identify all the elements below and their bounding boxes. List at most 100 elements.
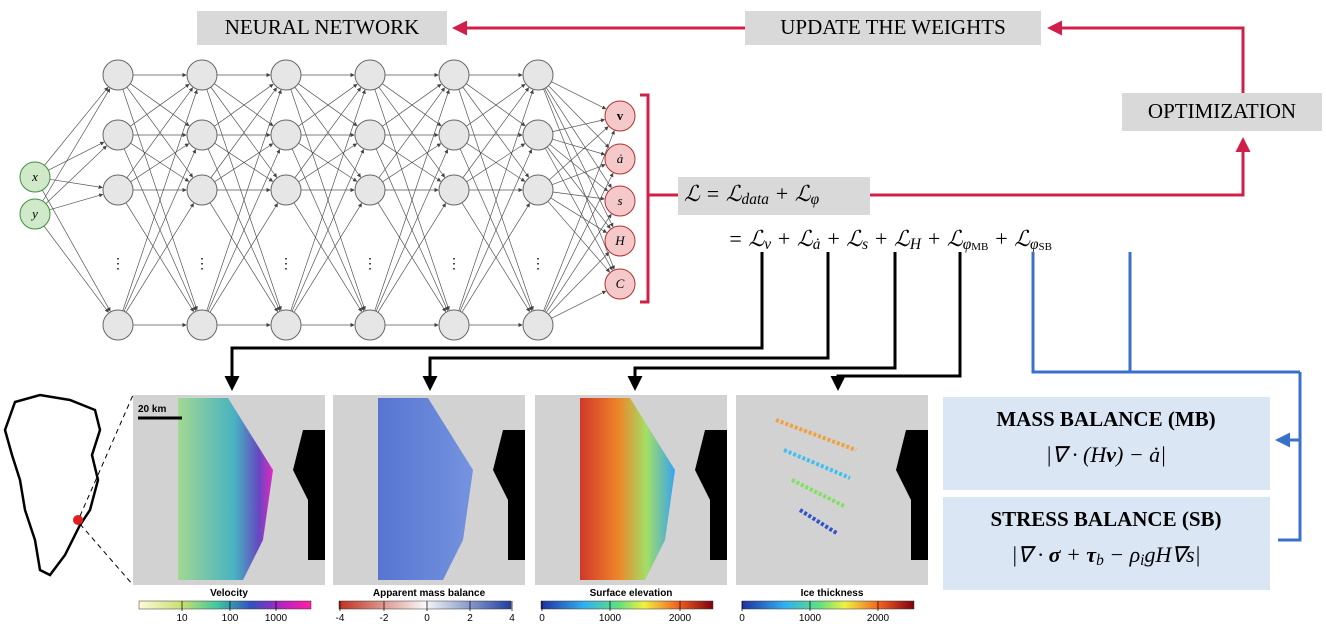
eq-part: + ℒ [921, 226, 964, 251]
arrow [648, 140, 1243, 197]
edge [550, 197, 608, 233]
eq-part: |∇ · (H [1046, 442, 1108, 467]
edge [130, 83, 190, 127]
edge [207, 148, 281, 312]
edge [461, 202, 530, 313]
hidden-node [438, 309, 470, 341]
edge [291, 148, 365, 312]
eq-part: ) − ȧ| [1114, 442, 1166, 467]
edge [548, 85, 610, 149]
edge [209, 202, 278, 313]
loss-box [678, 177, 870, 215]
edge [214, 142, 274, 182]
edge [382, 143, 442, 183]
edge [545, 87, 612, 189]
edge [48, 141, 105, 171]
edge [42, 189, 111, 312]
output-node [604, 225, 636, 257]
edge [210, 87, 277, 179]
edge [552, 138, 606, 156]
edge [551, 81, 607, 110]
survey-line [798, 508, 840, 536]
output-label: H [614, 233, 625, 248]
hidden-node [102, 174, 134, 206]
loss-total: ℒ = ℒdata + ℒφ [684, 181, 820, 208]
network: ⋮ ⋮ ⋮ ⋮ ⋮ ⋮ x y v ȧ s H C [19, 59, 636, 341]
edge [123, 148, 197, 312]
edge [290, 89, 366, 311]
eq-part: + ℒ [988, 226, 1031, 251]
colorbar-label: 10 [176, 613, 188, 624]
hidden-node [522, 119, 554, 151]
hidden-node [354, 174, 386, 206]
edge [545, 213, 612, 313]
survey-line [775, 418, 857, 452]
output-node [604, 100, 636, 132]
ellipsis: ⋮ [111, 257, 125, 272]
edge [375, 148, 449, 312]
physics-formula: |∇ · σ + τb − ρigH∇s| [1011, 542, 1200, 569]
edge [49, 178, 103, 190]
eq-part: data [742, 191, 770, 208]
physics-title: STRESS BALANCE (SB) [990, 507, 1221, 531]
input-label: x [31, 169, 38, 184]
edge [466, 83, 526, 127]
edge [551, 290, 607, 319]
eq-part: i [1140, 552, 1144, 569]
colorbar-label: 2000 [669, 613, 692, 624]
edge [462, 86, 529, 178]
label: UPDATE THE WEIGHTS [780, 15, 1006, 39]
edge [125, 202, 194, 313]
output-node [604, 185, 636, 217]
eq-part: s [862, 236, 868, 253]
panel-title: Apparent mass balance [373, 588, 486, 599]
edge [294, 86, 361, 178]
edge [130, 143, 190, 183]
colorbar-label: -2 [380, 613, 389, 624]
edge [552, 191, 605, 201]
ice-field [378, 398, 473, 580]
edge [374, 89, 450, 311]
zoom-line [79, 394, 134, 586]
edge [207, 148, 281, 312]
ellipsis: ⋮ [363, 257, 377, 272]
hidden-node [270, 309, 302, 341]
colorbar-label: 2000 [867, 613, 890, 624]
edge [206, 89, 282, 311]
arrow [422, 252, 830, 391]
colorbar-label: 1000 [599, 613, 622, 624]
edge [298, 83, 358, 127]
edge [466, 83, 526, 127]
ellipsis: ⋮ [195, 257, 209, 272]
connector [1031, 252, 1300, 374]
edge [210, 86, 277, 178]
eq-part: gH∇s| [1144, 542, 1200, 567]
eq-part: b [1096, 552, 1104, 569]
physics-formula: |∇ · (Hv) − ȧ| [1046, 442, 1166, 467]
ocean [695, 430, 727, 560]
colorbar-label: 0 [424, 613, 430, 624]
edge [125, 202, 194, 313]
arrow [830, 252, 962, 391]
edge [458, 89, 534, 311]
eq-part: + ℒ [820, 226, 863, 251]
edge [294, 87, 361, 179]
input-label: y [30, 206, 38, 221]
colorbar-label: 4 [509, 613, 515, 624]
hidden-node [522, 174, 554, 206]
edge [543, 88, 615, 270]
output-label: C [616, 276, 625, 291]
edge [546, 146, 611, 229]
eq-part: φ [811, 191, 820, 208]
hidden-node [186, 174, 218, 206]
hidden-node [438, 119, 470, 151]
panel-title: Velocity [210, 588, 248, 599]
edge [544, 172, 614, 312]
colorbar [741, 600, 915, 610]
hidden-node [438, 174, 470, 206]
eq-part: = ℒ [728, 226, 765, 251]
hidden-node [354, 309, 386, 341]
colorbar-label: 1000 [799, 613, 822, 624]
edge [298, 142, 358, 182]
colorbar-label: 1000 [265, 613, 288, 624]
